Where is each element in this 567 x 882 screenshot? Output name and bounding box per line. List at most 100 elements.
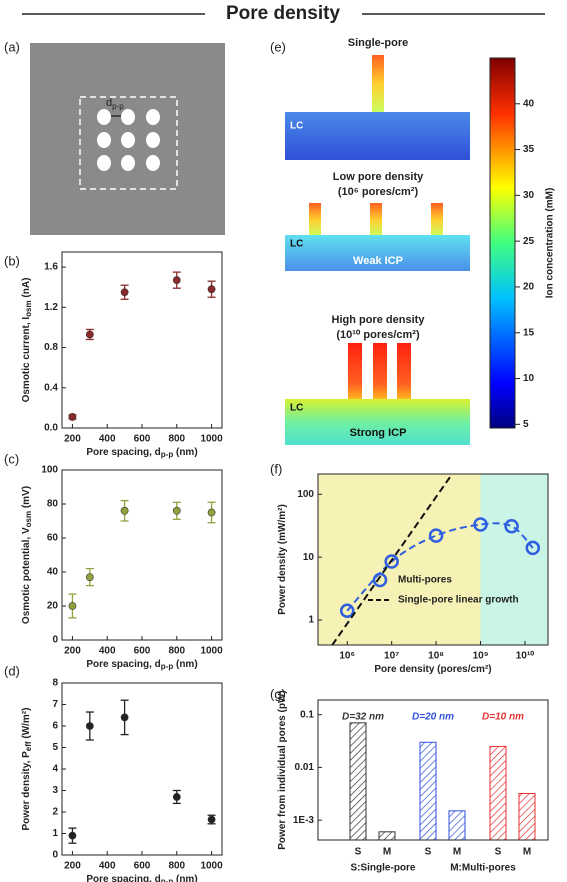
x-tick-label: 1000 (200, 434, 223, 445)
sim-pore (373, 343, 387, 401)
x-tick-label: S (425, 847, 432, 858)
sim-title: High pore density (332, 314, 426, 326)
group-label: D=32 nm (342, 712, 384, 723)
pore (146, 155, 160, 171)
y-axis-label-part: Osmotic potential, V (21, 527, 32, 624)
region (480, 474, 548, 645)
point (473, 517, 488, 532)
sim-subtitle: (10⁶ pores/cm²) (338, 186, 419, 198)
group-label: D=20 nm (412, 712, 454, 723)
x-tick-label: 200 (64, 861, 81, 872)
y-tick-label: 80 (47, 499, 59, 510)
x-tick-label: 800 (168, 861, 185, 872)
unit-box (79, 96, 178, 190)
y-axis-label: Power density, Peff (W/m²) (21, 708, 33, 831)
x-axis-label: Pore spacing, dp-p (nm) (86, 447, 197, 459)
point (68, 831, 77, 840)
point (207, 815, 216, 824)
sim-title: Single-pore (348, 37, 409, 49)
sim-region: LC (290, 403, 303, 414)
pore (121, 132, 135, 148)
y-tick-label: 6 (52, 721, 58, 732)
colorbar-tick-label: 5 (523, 419, 529, 430)
y-tick-label: 1 (52, 828, 58, 839)
series-line (331, 474, 453, 645)
y-tick-label: 0 (52, 635, 58, 646)
spacing-sub: p-p (112, 102, 124, 111)
footnote: S:Single-pore (350, 863, 415, 874)
bar (489, 745, 507, 841)
y-axis-label: Power density (mW/m²) (277, 504, 288, 615)
panel-label: (b) (4, 253, 20, 268)
pore (97, 109, 111, 125)
colorbar-tick-label: 15 (523, 327, 535, 338)
sim-reservoir (285, 112, 470, 160)
point (85, 330, 94, 339)
y-tick-label: 2 (52, 807, 58, 818)
region (318, 474, 481, 645)
x-axis-label-part: p-p (161, 877, 174, 882)
point (339, 603, 355, 619)
plot-frame (61, 251, 223, 429)
y-axis-label-part: Osmotic current, I (21, 317, 32, 403)
colorbar-tick-label: 10 (523, 373, 535, 384)
x-tick-label: 800 (168, 434, 185, 445)
footnote: M:Multi-pores (450, 863, 516, 874)
x-axis-label: Pore spacing, dp-p (nm) (86, 874, 197, 882)
point (120, 288, 129, 297)
x-axis-label-part: Pore spacing, d (86, 659, 160, 670)
legend-label: Single-pore linear growth (398, 595, 519, 606)
figure-title: Pore density (226, 3, 340, 24)
y-axis-label-part: Power density, P (21, 751, 32, 831)
point (68, 413, 77, 421)
x-tick-label: 1000 (200, 861, 223, 872)
x-tick-label: 200 (64, 646, 81, 657)
pore (146, 109, 160, 125)
sim-pore (370, 203, 382, 237)
x-tick-label: M (523, 847, 531, 858)
y-tick-label: 0 (52, 850, 58, 861)
point (428, 528, 444, 543)
y-axis-label-part: (mV) (21, 486, 32, 511)
point (68, 602, 77, 610)
x-tick-label: M (383, 847, 391, 858)
panel-label: (d) (4, 663, 20, 678)
sim-pore (397, 343, 411, 401)
y-tick-label: 40 (47, 567, 59, 578)
point (172, 506, 181, 515)
y-axis-label-part: Power from individual pores (pW) (277, 690, 288, 849)
plot-frame (61, 469, 223, 641)
pore (121, 155, 135, 171)
x-tick-label: 400 (99, 646, 116, 657)
y-axis-label: Osmotic potential, Vosm (mV) (21, 486, 33, 624)
y-tick-label: 100 (297, 489, 314, 500)
x-axis-label-part: p-p (161, 450, 174, 459)
y-axis-label-part: osm (24, 511, 33, 527)
legend-label: Multi-pores (398, 575, 452, 586)
x-tick-label: S (355, 847, 362, 858)
y-axis-label-part: osm (24, 300, 33, 316)
colorbar-tick-label: 40 (523, 98, 535, 109)
spacing-label: dp-p (106, 97, 124, 111)
y-tick-label: 0.0 (44, 423, 58, 434)
legend-marker (372, 572, 388, 588)
x-axis-label-part: (nm) (173, 874, 197, 882)
point (207, 508, 216, 517)
colorbar-tick-label: 25 (523, 236, 535, 247)
x-tick-label: S (495, 847, 502, 858)
y-tick-label: 1E-3 (293, 815, 315, 826)
bar (419, 741, 437, 841)
y-tick-label: 100 (41, 465, 58, 476)
sim-region: LC (290, 121, 303, 132)
bar (518, 793, 536, 841)
colorbar-label: Ion concentration (mM) (545, 188, 556, 299)
plot-frame (317, 699, 549, 841)
sim-note: Weak ICP (353, 255, 403, 267)
x-axis-label: Pore density (pores/cm²) (374, 664, 491, 675)
x-axis-label: Pore spacing, dp-p (nm) (86, 659, 197, 671)
y-axis-label: Osmotic current, Iosm (nA) (21, 278, 33, 403)
panel-label: (e) (270, 39, 286, 54)
y-tick-label: 1.6 (44, 262, 58, 273)
point (85, 722, 94, 730)
